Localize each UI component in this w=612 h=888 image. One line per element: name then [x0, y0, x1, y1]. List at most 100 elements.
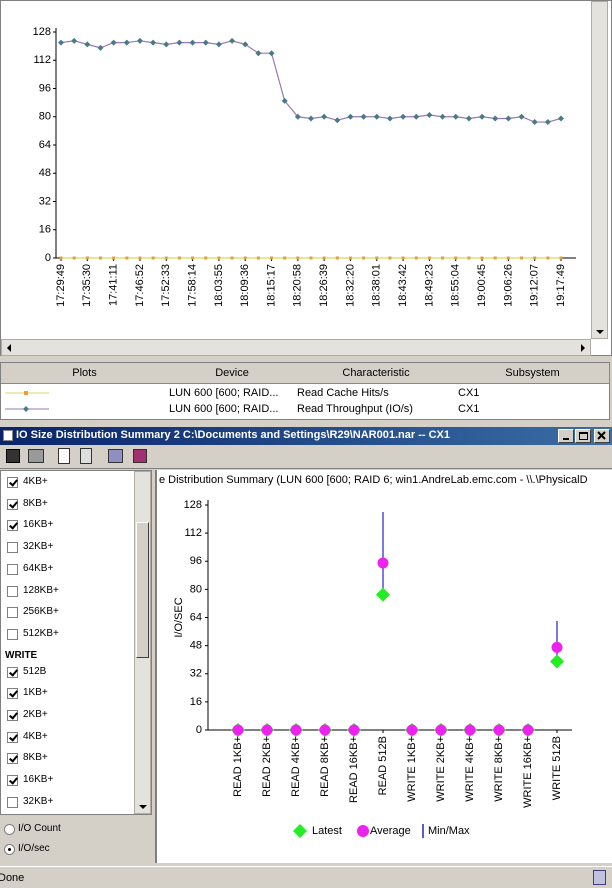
swatch-marker — [24, 391, 28, 395]
point-marker — [268, 50, 275, 57]
horizontal-scrollbar[interactable] — [1, 339, 591, 356]
point-marker — [335, 256, 339, 260]
x-tick-label: 17:29:49 — [55, 264, 67, 307]
checkbox[interactable] — [7, 731, 18, 743]
maximize-button[interactable] — [575, 429, 591, 443]
x-tick-label: 19:00:45 — [476, 264, 488, 307]
x-tick-label: 18:55:04 — [450, 264, 462, 307]
point-marker — [439, 113, 446, 120]
checkbox[interactable] — [7, 498, 18, 510]
x-tick-label: WRITE 2KB+ — [435, 736, 447, 802]
line-chart-window: 0 16 32 48 64 80 96 112 128 17:29:49 17:35:30 17:41… — [0, 0, 612, 356]
scroll-thumb[interactable] — [136, 522, 149, 658]
x-tick-label: 17:52:33 — [160, 264, 172, 307]
header-cell[interactable]: Subsystem — [456, 363, 610, 384]
checkbox-label: 8KB+ — [23, 752, 48, 764]
list-scrollbar[interactable] — [134, 471, 151, 814]
dot-chart-panel: e Distribution Summary (LUN 600 [600; RA… — [155, 470, 612, 863]
header-cell[interactable]: Characteristic — [296, 363, 457, 384]
y-tick-label: 0 — [45, 252, 51, 264]
point-marker — [467, 256, 471, 260]
checkbox-label: 4KB+ — [23, 476, 48, 487]
checkbox-label: 512B — [23, 665, 47, 677]
point-marker — [283, 256, 287, 260]
y-tick-label: 16 — [39, 224, 51, 236]
average-marker — [551, 641, 563, 653]
radio-button[interactable] — [4, 824, 15, 835]
options-button[interactable] — [108, 449, 123, 463]
point-marker — [177, 256, 181, 260]
average-marker — [232, 724, 244, 736]
header-cell[interactable]: Device — [168, 363, 297, 384]
checkbox[interactable] — [7, 710, 18, 721]
checkbox-label: 1KB+ — [23, 687, 48, 699]
checkbox[interactable] — [7, 628, 18, 640]
checkbox[interactable] — [7, 753, 18, 765]
checkbox[interactable] — [7, 775, 18, 787]
point-marker — [454, 256, 458, 260]
header-cell[interactable]: Plots — [1, 363, 169, 384]
close-button[interactable] — [594, 429, 610, 443]
print-button[interactable] — [28, 449, 44, 463]
x-tick-label: 18:09:36 — [239, 264, 251, 307]
average-marker — [435, 724, 447, 736]
mode-options: I/O Count I/O/sec — [0, 815, 152, 863]
average-marker — [290, 724, 302, 736]
point-marker — [112, 256, 116, 260]
point-marker — [98, 256, 102, 260]
point-marker — [360, 113, 367, 120]
minimize-button[interactable] — [558, 429, 574, 443]
point-marker — [413, 113, 420, 120]
checkbox[interactable] — [7, 607, 18, 619]
point-marker — [373, 113, 380, 120]
point-marker — [546, 256, 550, 260]
point-marker — [479, 113, 486, 120]
radio-button[interactable] — [4, 844, 15, 855]
save-button[interactable] — [6, 449, 20, 463]
point-marker — [85, 256, 89, 260]
plots-table: Plots Device Characteristic Subsystem LU… — [0, 362, 610, 420]
x-tick-label: READ 1KB+ — [232, 736, 244, 797]
book-button[interactable] — [133, 449, 147, 463]
point-marker — [229, 37, 236, 44]
point-marker — [296, 256, 300, 260]
checkbox[interactable] — [7, 666, 18, 678]
checkbox[interactable] — [7, 542, 18, 554]
subsystem-cell: CX1 — [458, 387, 480, 399]
size-list: 4KB+ 8KB+ 16KB+ 32KB+ 64KB+ 128KB+ 256KB+ 512KB… — [0, 470, 152, 815]
vertical-scrollbar[interactable] — [591, 1, 608, 339]
checkbox[interactable] — [7, 688, 18, 700]
point-marker — [202, 39, 209, 46]
x-tick-label: 19:06:26 — [502, 264, 514, 307]
point-marker — [400, 113, 407, 120]
point-marker — [230, 256, 234, 260]
checkbox[interactable] — [7, 796, 18, 808]
radio-label: I/O Count — [18, 823, 61, 834]
legend-label: Average — [370, 825, 411, 837]
y-tick-label: 96 — [190, 555, 202, 567]
checkbox-label: 64KB+ — [23, 562, 54, 574]
copy-button[interactable] — [58, 448, 70, 464]
point-marker — [348, 256, 352, 260]
checkbox-label: 128KB+ — [23, 584, 59, 596]
point-marker — [58, 39, 64, 46]
x-tick-label: READ 8KB+ — [319, 736, 331, 797]
series-line — [60, 40, 562, 123]
average-marker — [464, 724, 476, 736]
point-marker — [414, 256, 418, 260]
x-tick-label: 17:41:11 — [108, 264, 120, 306]
x-tick-label: READ 512B — [377, 736, 389, 795]
x-tick-label: 17:35:30 — [81, 264, 93, 307]
x-tick-label: 18:49:23 — [423, 264, 435, 307]
checkbox[interactable] — [7, 563, 18, 575]
checkbox[interactable] — [7, 585, 18, 597]
checkbox[interactable] — [7, 520, 18, 532]
point-marker — [176, 39, 183, 46]
x-tick-label: 18:38:01 — [371, 264, 383, 307]
average-marker — [406, 724, 418, 736]
checkbox[interactable] — [7, 477, 18, 488]
point-marker — [401, 256, 405, 260]
paste-button[interactable] — [80, 448, 92, 464]
point-marker — [426, 111, 433, 118]
